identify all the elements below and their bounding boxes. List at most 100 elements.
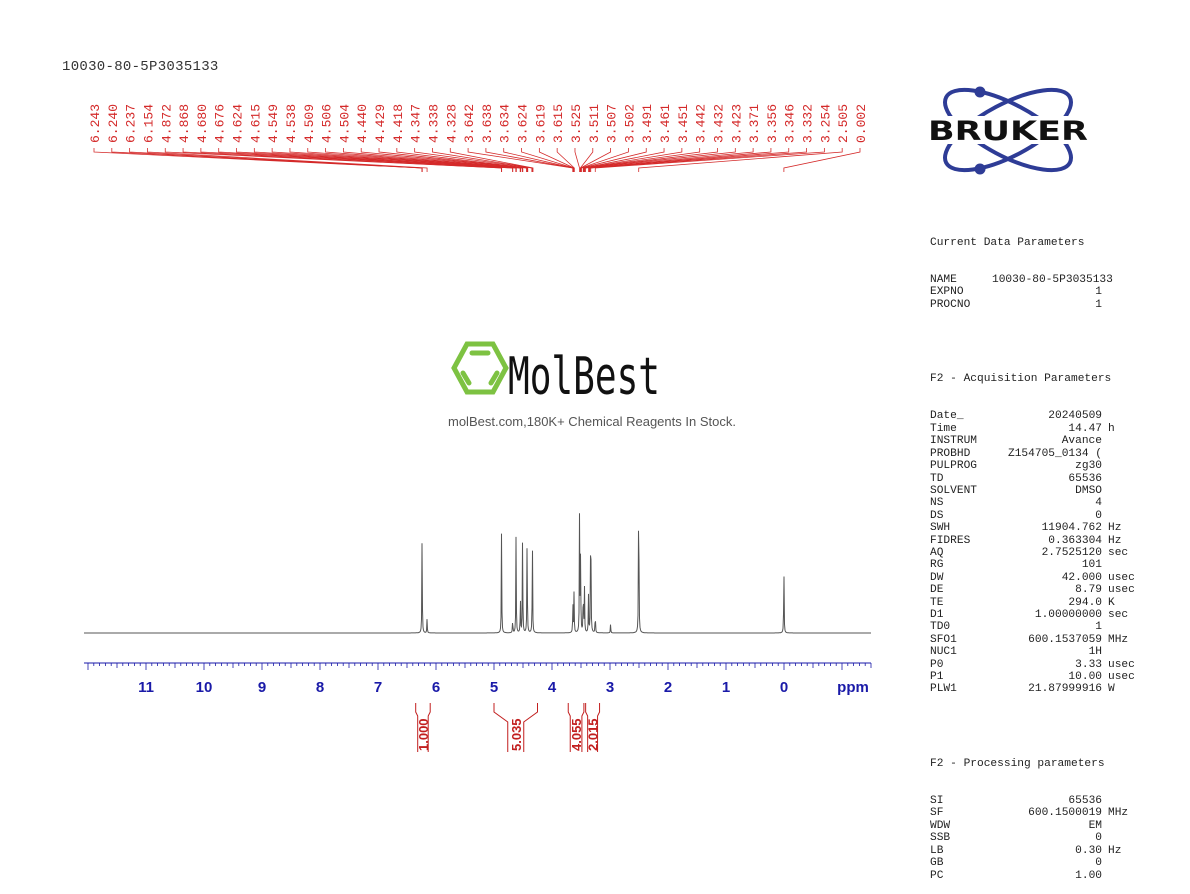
x-tick-label: 4	[548, 679, 557, 696]
peak-label: 3.638	[480, 104, 495, 143]
param-row: D1 1.00000000 sec	[930, 608, 1129, 621]
spectrum-trace	[84, 513, 871, 634]
peak-label: 4.504	[337, 104, 352, 143]
param-row: SFO1 600.1537059 MHz	[930, 633, 1129, 646]
peak-label: 4.538	[284, 104, 299, 143]
param-row: DW 42.000 usec	[930, 571, 1135, 584]
current-params-title: Current Data Parameters	[930, 236, 1085, 249]
current-params-list: NAME 10030-80-5P3035133 EXPNO 1 PROCNO 1	[930, 274, 1135, 311]
peak-label: 3.642	[462, 104, 477, 143]
peak-label: 3.371	[747, 104, 762, 143]
integral-value: 5.035	[509, 718, 524, 751]
x-tick-label: 8	[316, 679, 324, 696]
param-row: NAME 10030-80-5P3035133	[930, 274, 1113, 287]
processing-params-list: SI 65536 SF 600.1500019 MHz WDW EM SSB 0 LB 0.30 Hz…	[930, 795, 1135, 882]
acquisition-params-list: Date_ 20240509 Time 14.47 h INSTRUM Avance PROB…	[930, 410, 1135, 695]
peak-label: 3.619	[533, 104, 548, 143]
peak-label-group: 6.243 6.240 6.237 6.154 4.872 4.868 4.680 4.676…	[88, 104, 869, 143]
peak-label: 3.634	[498, 104, 513, 143]
peak-label: 3.432	[711, 104, 726, 143]
integral-value: 1.000	[416, 718, 431, 751]
peak-label: 3.525	[569, 104, 584, 143]
param-row: Date_ 20240509	[930, 410, 1102, 423]
peak-label: 3.615	[551, 104, 566, 143]
bruker-logo: BRUKER	[926, 86, 1090, 175]
param-row: NS 4	[930, 497, 1102, 510]
peak-label: 3.511	[587, 104, 602, 143]
sample-name-title: 10030-80-5P3035133	[62, 59, 219, 75]
param-row: DS 0	[930, 509, 1102, 522]
integral-value: 4.055	[569, 718, 584, 751]
processing-params-title: F2 - Processing parameters	[930, 757, 1105, 770]
param-row: SOLVENT DMSO	[930, 484, 1102, 497]
peak-label: 6.240	[106, 104, 121, 143]
integral-group: 1.000 5.035 4.055 2.015	[415, 703, 601, 752]
peak-label: 3.442	[694, 104, 709, 143]
param-row: PROCNO 1	[930, 298, 1102, 311]
nmr-spectrum-chart: 6.243 6.240 6.237 6.154 4.872 4.868 4.680 4.676…	[84, 104, 872, 752]
peak-connector-lines	[93, 148, 861, 172]
param-row: PLW1 21.87999916 W	[930, 683, 1115, 696]
peak-label: 4.506	[320, 104, 335, 143]
peak-label: 4.624	[231, 104, 246, 143]
x-tick-label: 6	[432, 679, 440, 696]
param-row: P1 10.00 usec	[930, 671, 1135, 684]
param-row: Time 14.47 h	[930, 422, 1115, 435]
peak-label: 0.002	[854, 104, 869, 143]
param-row: LB 0.30 Hz	[930, 844, 1122, 857]
x-tick-label: 0	[780, 679, 788, 696]
peak-label: 3.624	[516, 104, 531, 143]
x-tick-label: 5	[490, 679, 498, 696]
peak-label: 3.502	[622, 104, 637, 143]
peak-label: 2.505	[836, 104, 851, 143]
param-row: SF 600.1500019 MHz	[930, 807, 1129, 820]
param-row: WDW EM	[930, 819, 1102, 832]
ppm-axis: 11 10 9 8 7 6 5 4 3 2 1 0 ppm	[84, 662, 872, 696]
param-row: TE 294.0 K	[930, 596, 1115, 609]
param-row: PULPROG zg30	[930, 460, 1102, 473]
benzene-icon	[451, 341, 509, 395]
peak-label: 4.676	[213, 104, 228, 143]
molbest-wordmark: MolBest	[508, 347, 660, 400]
peak-label: 3.451	[676, 104, 691, 143]
acquisition-parameters-panel: Current Data Parameters NAME 10030-80-5P3…	[930, 212, 1135, 894]
peak-label: 3.423	[729, 104, 744, 143]
x-tick-label: 1	[722, 679, 730, 696]
peak-label: 4.347	[409, 104, 424, 143]
param-row: SI 65536	[930, 795, 1102, 808]
param-row: AQ 2.7525120 sec	[930, 546, 1129, 559]
param-row: TD0 1	[930, 621, 1102, 634]
molbest-logo: MolBest	[451, 341, 660, 400]
peak-label: 3.254	[818, 104, 833, 143]
acquisition-params-title: F2 - Acquisition Parameters	[930, 373, 1112, 386]
param-row: P0 3.33 usec	[930, 658, 1135, 671]
peak-label: 4.615	[248, 104, 263, 143]
x-tick-label: 10	[196, 679, 213, 696]
peak-label: 4.680	[195, 104, 210, 143]
peak-label: 3.356	[765, 104, 780, 143]
param-row: TD 65536	[930, 472, 1102, 485]
param-row: SSB 0	[930, 832, 1102, 845]
peak-label: 4.328	[444, 104, 459, 143]
param-row: EXPNO 1	[930, 286, 1102, 299]
peak-label: 4.418	[391, 104, 406, 143]
param-row: INSTRUM Avance	[930, 435, 1102, 448]
peak-label: 6.237	[124, 104, 139, 143]
molbest-tagline: molBest.com,180K+ Chemical Reagents In S…	[448, 414, 736, 429]
param-row: SWH 11904.762 Hz	[930, 522, 1122, 535]
peak-label: 3.346	[783, 104, 798, 143]
peak-label: 4.338	[426, 104, 441, 143]
x-tick-label: 11	[138, 679, 154, 696]
param-row: GB 0	[930, 857, 1102, 870]
peak-label: 3.491	[640, 104, 655, 143]
peak-label: 4.872	[159, 104, 174, 143]
x-tick-label: 9	[258, 679, 266, 696]
param-row: PC 1.00	[930, 869, 1102, 882]
peak-label: 6.243	[88, 104, 103, 143]
x-axis-label: ppm	[837, 679, 869, 696]
param-row: FIDRES 0.363304 Hz	[930, 534, 1122, 547]
param-row: DE 8.79 usec	[930, 584, 1135, 597]
x-tick-label: 3	[606, 679, 614, 696]
peak-label: 4.509	[302, 104, 317, 143]
x-tick-label: 7	[374, 679, 382, 696]
